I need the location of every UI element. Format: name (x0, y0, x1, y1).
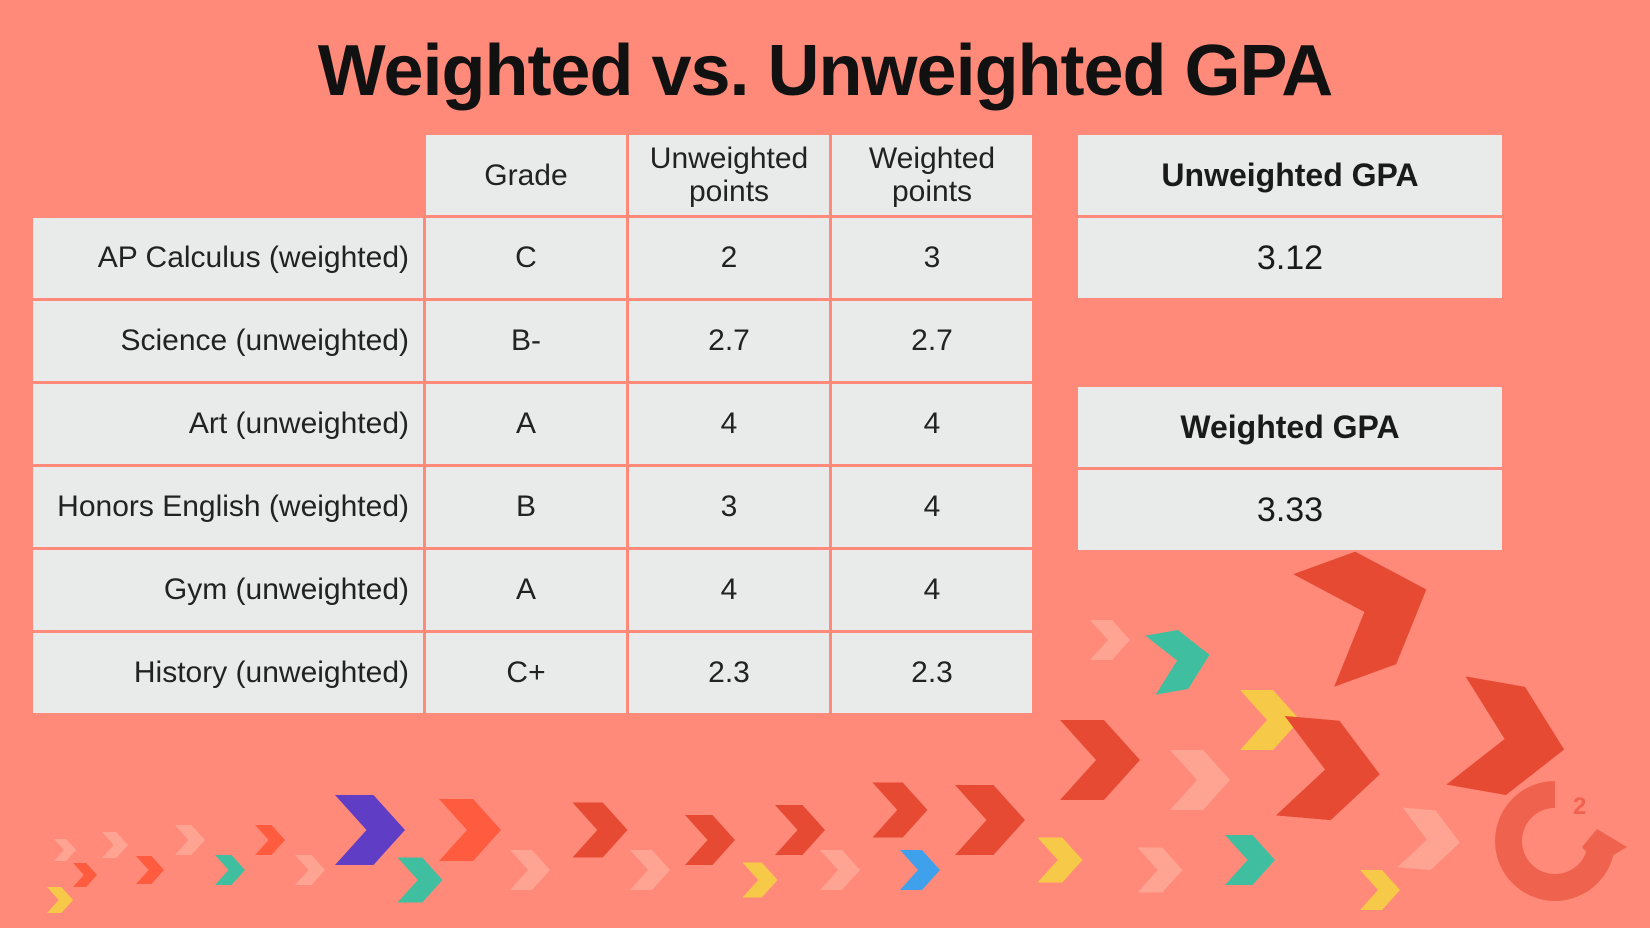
table-body: AP Calculus (weighted) C 2 3 Science (un… (33, 218, 1032, 713)
chevron-icon (1397, 807, 1462, 872)
chevron-icon (1170, 750, 1230, 810)
weighted-cell: 3 (832, 218, 1032, 298)
blank-corner (33, 135, 423, 215)
chevron-icon (175, 825, 205, 855)
chevron-icon (73, 863, 97, 887)
col-unweighted-header: Unweighted points (629, 135, 829, 215)
spacer (1075, 301, 1620, 384)
unweighted-cell: 4 (629, 384, 829, 464)
chevron-icon (685, 815, 735, 865)
course-name: History (unweighted) (33, 633, 423, 713)
unweighted-cell: 2.7 (629, 301, 829, 381)
chevron-icon (102, 832, 128, 858)
unweighted-cell: 4 (629, 550, 829, 630)
weighted-gpa-value: 3.33 (1078, 470, 1502, 550)
weighted-cell: 4 (832, 467, 1032, 547)
table-row: Science (unweighted) B- 2.7 2.7 (33, 301, 1032, 381)
grade-cell: C (426, 218, 626, 298)
weighted-gpa-box: Weighted GPA 3.33 (1075, 384, 1505, 553)
grade-cell: A (426, 550, 626, 630)
chevron-icon (775, 805, 825, 855)
chevron-icon (255, 825, 285, 855)
table-row: Honors English (weighted) B 3 4 (33, 467, 1032, 547)
course-name: AP Calculus (weighted) (33, 218, 423, 298)
unweighted-cell: 3 (629, 467, 829, 547)
svg-text:2: 2 (1573, 793, 1586, 820)
weighted-cell: 4 (832, 550, 1032, 630)
gpa-table: Grade Unweighted points Weighted points … (30, 132, 1035, 716)
weighted-cell: 2.7 (832, 301, 1032, 381)
unweighted-gpa-value: 3.12 (1078, 218, 1502, 298)
chevron-icon (215, 855, 245, 885)
course-name: Gym (unweighted) (33, 550, 423, 630)
course-name: Art (unweighted) (33, 384, 423, 464)
chevron-icon (510, 850, 550, 890)
grade-cell: A (426, 384, 626, 464)
chevron-icon (54, 839, 76, 861)
chevron-icon (820, 850, 860, 890)
content-area: Grade Unweighted points Weighted points … (0, 132, 1650, 716)
chevron-icon (295, 855, 325, 885)
chevron-icon (1225, 835, 1275, 885)
grade-cell: B- (426, 301, 626, 381)
g2-logo: 2 (1480, 766, 1630, 916)
page-title: Weighted vs. Unweighted GPA (0, 0, 1650, 132)
grade-cell: B (426, 467, 626, 547)
unweighted-cell: 2.3 (629, 633, 829, 713)
chevron-icon (335, 795, 405, 865)
unweighted-gpa-box: Unweighted GPA 3.12 (1075, 132, 1505, 301)
summary-column: Unweighted GPA 3.12 Weighted GPA 3.33 (1075, 132, 1620, 716)
col-weighted-header: Weighted points (832, 135, 1032, 215)
table-row: AP Calculus (weighted) C 2 3 (33, 218, 1032, 298)
course-name: Science (unweighted) (33, 301, 423, 381)
chevron-icon (439, 799, 501, 861)
course-name: Honors English (weighted) (33, 467, 423, 547)
weighted-gpa-label: Weighted GPA (1078, 387, 1502, 467)
chevron-icon (630, 850, 670, 890)
chevron-icon (955, 785, 1025, 855)
chevron-icon (47, 887, 73, 913)
table-row: Art (unweighted) A 4 4 (33, 384, 1032, 464)
unweighted-gpa-label: Unweighted GPA (1078, 135, 1502, 215)
col-grade-header: Grade (426, 135, 626, 215)
table-row: History (unweighted) C+ 2.3 2.3 (33, 633, 1032, 713)
chevron-icon (873, 783, 928, 838)
grade-cell: C+ (426, 633, 626, 713)
chevron-icon (1038, 838, 1083, 883)
chevron-icon (1360, 870, 1400, 910)
weighted-cell: 4 (832, 384, 1032, 464)
chevron-icon (573, 803, 628, 858)
chevron-icon (743, 863, 778, 898)
table-header-row: Grade Unweighted points Weighted points (33, 135, 1032, 215)
chevron-icon (1060, 720, 1140, 800)
table-row: Gym (unweighted) A 4 4 (33, 550, 1032, 630)
unweighted-cell: 2 (629, 218, 829, 298)
weighted-cell: 2.3 (832, 633, 1032, 713)
chevron-icon (1138, 848, 1183, 893)
chevron-icon (900, 850, 940, 890)
chevron-icon (1276, 716, 1384, 824)
chevron-icon (136, 856, 164, 884)
